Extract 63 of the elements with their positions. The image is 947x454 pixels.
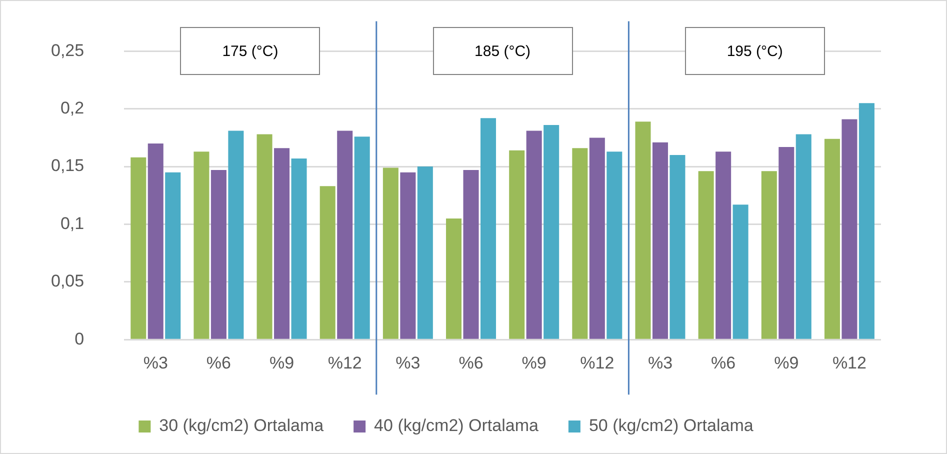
x-tick-label: %12 — [832, 353, 866, 372]
bar — [526, 130, 542, 339]
x-tick-label: %6 — [206, 353, 231, 372]
x-tick-label: %9 — [522, 353, 546, 372]
label-box: 195 (°C) — [684, 27, 825, 76]
bar — [130, 157, 146, 339]
bar — [256, 134, 272, 339]
x-tick-label: %12 — [580, 353, 614, 372]
annotation: 185 (°C) — [474, 42, 531, 60]
y-tick-label: 0,1 — [60, 214, 84, 233]
legend-label: 50 (kg/cm2) Ortalama — [588, 416, 754, 436]
bar — [670, 155, 686, 339]
bar — [210, 170, 226, 339]
y-tick-label: 0,05 — [50, 272, 84, 291]
bar — [544, 125, 560, 339]
bar — [480, 118, 496, 339]
bar — [796, 134, 812, 339]
bar — [635, 122, 651, 339]
bar — [572, 148, 588, 339]
bar — [589, 138, 605, 339]
legend-label: 30 (kg/cm2) Ortalama — [159, 416, 324, 436]
x-tick-label: %3 — [396, 353, 420, 372]
bar — [400, 172, 416, 339]
bar — [382, 168, 398, 339]
bar — [842, 119, 858, 339]
y-tick-label: 0,15 — [50, 156, 84, 176]
annotation: 195 (°C) — [726, 42, 783, 60]
bar — [165, 172, 181, 339]
label-box: 175 (°C) — [180, 27, 320, 76]
bar — [417, 166, 433, 339]
x-tick-label: %9 — [774, 353, 799, 372]
bar — [320, 186, 336, 339]
x-tick-label: %3 — [143, 353, 168, 372]
bar — [824, 138, 840, 339]
bar — [652, 142, 668, 339]
bar — [761, 171, 777, 339]
x-tick-label: %12 — [328, 353, 362, 372]
bar — [698, 171, 714, 339]
y-tick-label: 0,2 — [60, 98, 84, 118]
bar — [463, 170, 479, 339]
x-tick-label: %6 — [711, 353, 736, 372]
bar — [274, 148, 290, 339]
annotation: 175 (°C) — [222, 42, 278, 60]
bar — [778, 146, 794, 339]
bar — [446, 218, 462, 339]
x-tick-label: %6 — [458, 353, 484, 372]
bar — [228, 130, 244, 339]
bar — [194, 152, 210, 339]
y-tick-label: 0 — [74, 329, 84, 348]
bar — [509, 150, 525, 339]
bar — [858, 103, 874, 339]
legend-label: 40 (kg/cm2) Ortalama — [374, 416, 539, 436]
bar — [732, 204, 748, 339]
bar — [291, 158, 307, 339]
bar — [337, 130, 353, 339]
x-tick-label: %3 — [648, 353, 673, 372]
label-box: 185 (°C) — [432, 27, 573, 76]
bar — [716, 152, 732, 339]
y-tick-label: 0,25 — [50, 40, 84, 60]
bar — [606, 152, 622, 339]
bar — [148, 143, 164, 339]
x-tick-label: %9 — [269, 353, 294, 372]
bar — [354, 136, 370, 339]
